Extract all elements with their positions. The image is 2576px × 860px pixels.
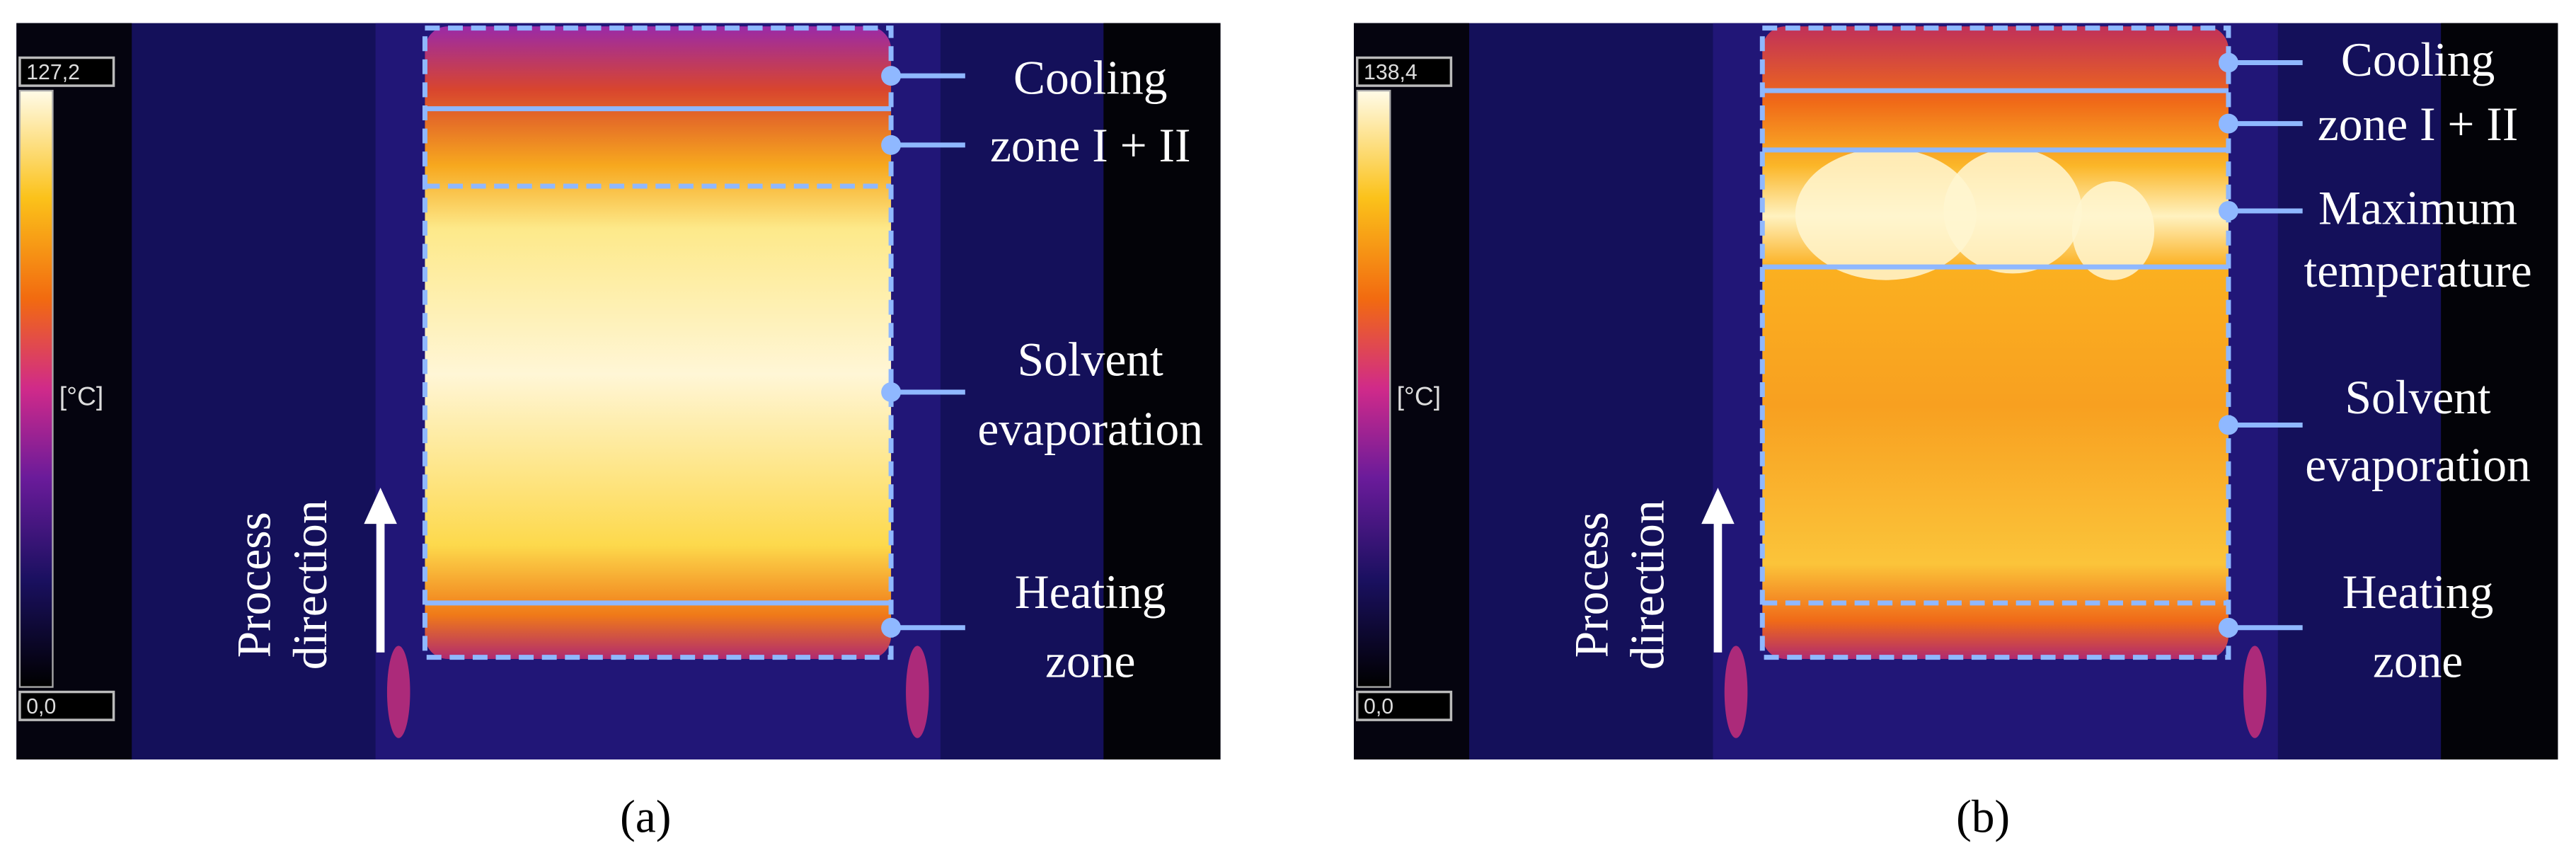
callout-dot: [2218, 113, 2238, 134]
zone-label: zone: [2373, 635, 2463, 688]
zone-label: Heating: [2342, 566, 2494, 619]
thermal-panel: 138,4 0,0 [°C] Cooling zone I + II Maximum tem…: [1354, 23, 2558, 842]
direction-head: [1701, 487, 1735, 524]
callout-dot: [2218, 415, 2238, 435]
zone-label: Cooling: [1013, 52, 1167, 105]
caption: (a): [620, 791, 671, 842]
zone-label: Heating: [1015, 566, 1166, 619]
thermal-panel: 127,2 0,0 [°C] Cooling zone I + II Solvent eva…: [16, 23, 1221, 842]
callout-dot: [2218, 200, 2238, 221]
zone-label: evaporation: [2305, 439, 2531, 492]
colorbar-unit: [°C]: [1397, 382, 1441, 411]
zone-outline: [422, 25, 894, 660]
direction-label: direction: [284, 500, 337, 670]
direction-label: Process: [1565, 512, 1618, 658]
zone-label: Maximum: [2318, 182, 2517, 235]
right-dark-region: [2441, 23, 2558, 759]
zone-label: Solvent: [1018, 333, 1163, 386]
colorbar-min: 0,0: [1364, 695, 1393, 718]
callout-dot: [881, 134, 902, 155]
callout-dot: [881, 617, 902, 638]
roller-glow: [386, 646, 410, 738]
heated-film: [1762, 26, 2229, 660]
max-box: [18, 56, 115, 87]
roller-glow: [1724, 646, 1748, 738]
colorbar-unit: [°C]: [59, 382, 103, 411]
hot-spot: [2071, 181, 2155, 280]
callout-dot: [881, 66, 902, 86]
max-box: [1356, 56, 1453, 87]
direction-label: Process: [228, 512, 281, 658]
zone-label: Solvent: [2345, 371, 2490, 424]
right-dark-region: [1103, 23, 1221, 759]
hot-spot: [1795, 148, 1977, 280]
zone-label: zone I + II: [990, 119, 1190, 172]
zone-label: zone I + II: [2318, 98, 2518, 151]
roller-glow: [906, 646, 929, 738]
callout-dot: [2218, 52, 2238, 73]
zone-label: temperature: [2304, 244, 2531, 297]
roller-glow: [2243, 646, 2267, 738]
zone-outline: [1759, 25, 2231, 660]
min-box: [18, 690, 115, 721]
min-box: [1356, 690, 1453, 721]
heated-film: [425, 26, 892, 660]
direction-label: direction: [1621, 500, 1674, 670]
hot-spot: [1943, 148, 2082, 274]
colorbar: [1356, 89, 1391, 688]
callout-dot: [2218, 617, 2238, 638]
zone-label: zone: [1045, 635, 1135, 688]
colorbar-min: 0,0: [26, 695, 56, 718]
colorbar: [18, 89, 54, 688]
colorbar-max: 138,4: [1364, 61, 1418, 84]
direction-head: [364, 487, 397, 524]
zone-label: Cooling: [2341, 33, 2495, 86]
callout-dot: [881, 382, 902, 402]
zone-label: evaporation: [977, 402, 1203, 455]
caption: (b): [1956, 791, 2010, 842]
colorbar-max: 127,2: [26, 61, 80, 84]
